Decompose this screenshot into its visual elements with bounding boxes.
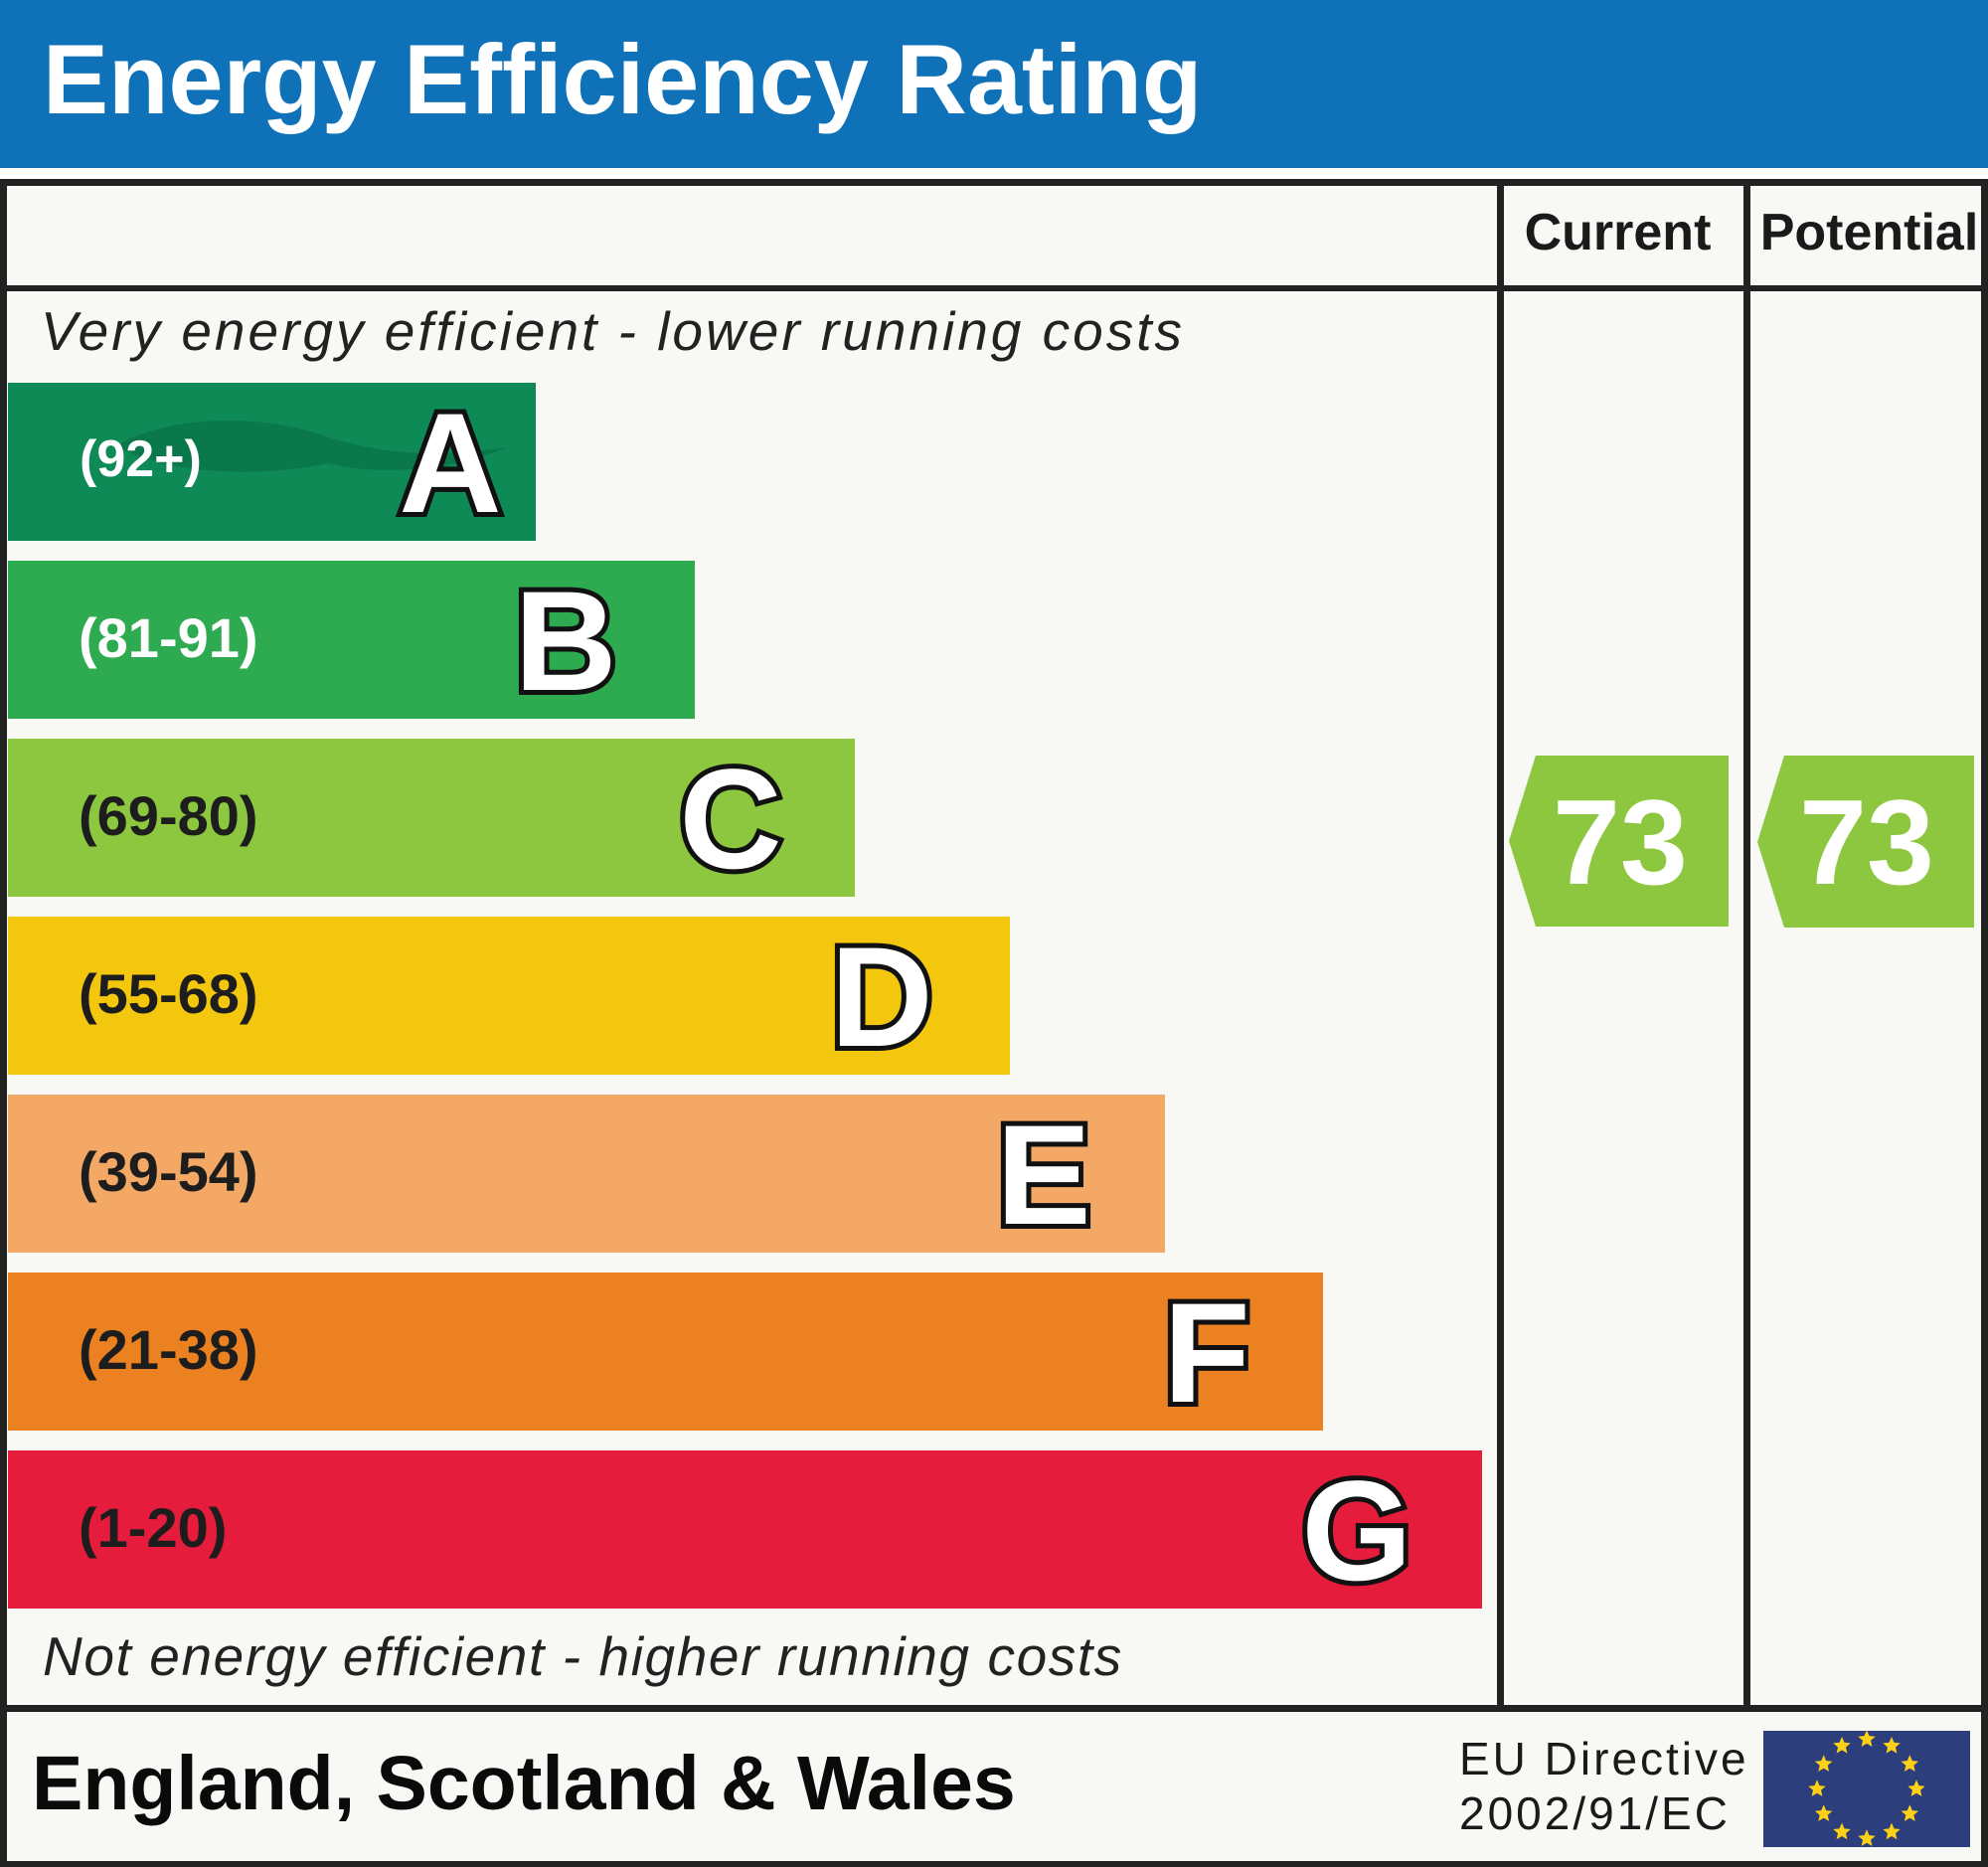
svg-text:F: F: [1163, 1274, 1249, 1433]
svg-text:A: A: [399, 385, 501, 543]
svg-text:E: E: [996, 1097, 1090, 1255]
svg-text:C: C: [679, 741, 781, 899]
svg-text:G: G: [1301, 1452, 1411, 1611]
svg-text:73: 73: [1553, 774, 1688, 910]
svg-text:D: D: [830, 919, 932, 1077]
svg-text:73: 73: [1799, 774, 1934, 910]
svg-text:B: B: [514, 563, 616, 721]
